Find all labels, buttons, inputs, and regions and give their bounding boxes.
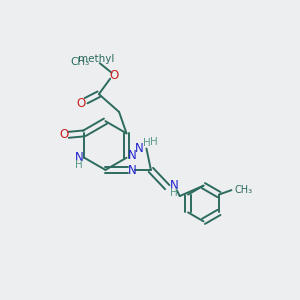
Text: CH₃: CH₃ bbox=[70, 57, 89, 67]
Text: N: N bbox=[128, 149, 136, 162]
Text: H: H bbox=[170, 188, 178, 198]
Text: O: O bbox=[109, 69, 119, 82]
Text: H: H bbox=[75, 160, 83, 170]
Text: methyl: methyl bbox=[78, 54, 114, 64]
Text: N: N bbox=[169, 179, 178, 192]
Text: H: H bbox=[150, 137, 158, 147]
Text: CH₃: CH₃ bbox=[234, 184, 253, 194]
Text: H: H bbox=[142, 138, 150, 148]
Text: N: N bbox=[75, 151, 83, 164]
Text: O: O bbox=[59, 128, 68, 141]
Text: O: O bbox=[76, 97, 86, 110]
Text: N: N bbox=[135, 142, 143, 155]
Text: N: N bbox=[128, 164, 136, 177]
